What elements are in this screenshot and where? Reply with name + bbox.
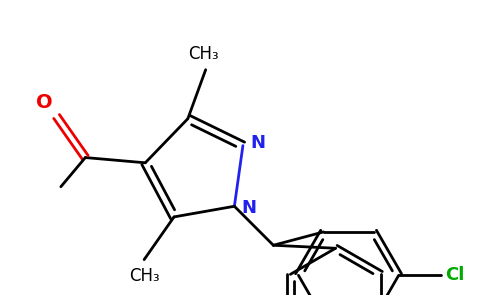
Text: N: N bbox=[250, 134, 265, 152]
Text: O: O bbox=[36, 94, 53, 112]
Text: CH₃: CH₃ bbox=[188, 45, 219, 63]
Text: CH₃: CH₃ bbox=[129, 267, 159, 285]
Text: N: N bbox=[242, 199, 257, 217]
Text: Cl: Cl bbox=[445, 266, 464, 284]
